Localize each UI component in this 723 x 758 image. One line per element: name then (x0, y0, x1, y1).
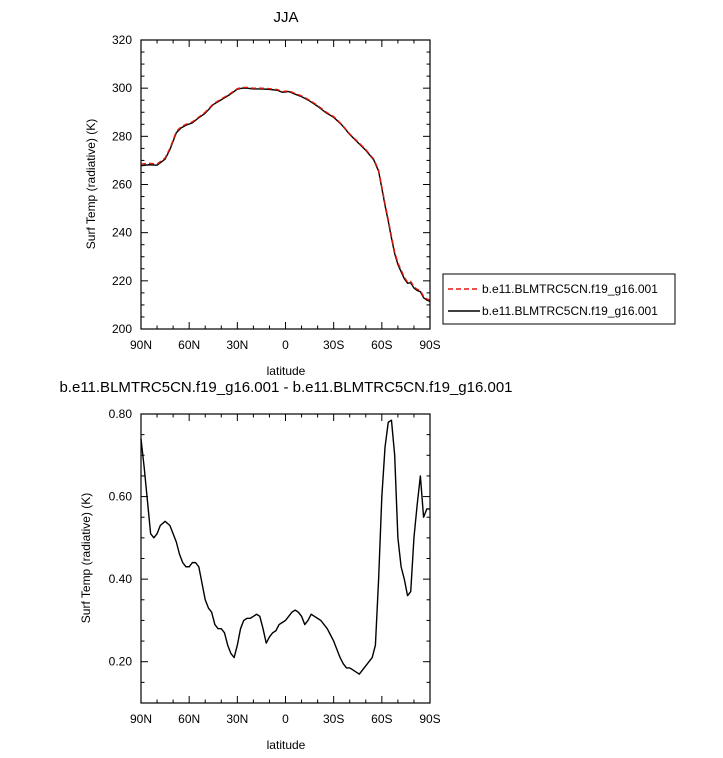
x-tick-label: 60N (178, 338, 200, 352)
top-y-axis-label: Surf Temp (radiative) (K) (84, 119, 98, 249)
x-tick-label: 30N (226, 338, 248, 352)
series-line-1 (140, 86, 431, 301)
top-panel: JJA 90N 60N 30N 0 30S 60S 90S 200 220 240 260 280 30… (84, 9, 441, 378)
bottom-panel: b.e11.BLMTRC5CN.f19_g16.001 - b.e11.BLMT… (59, 379, 512, 752)
top-x-axis-label: latitude (267, 364, 306, 378)
series-line-1 (140, 419, 430, 675)
x-tick-label: 60S (371, 712, 392, 726)
x-tick-label: 30S (323, 338, 344, 352)
y-tick-label: 220 (112, 274, 132, 288)
legend-entry-1: b.e11.BLMTRC5CN.f19_g16.001 (482, 282, 658, 296)
bottom-x-axis-label: latitude (267, 738, 306, 752)
x-tick-label: 90N (130, 338, 152, 352)
legend-entry-2: b.e11.BLMTRC5CN.f19_g16.001 (482, 304, 658, 318)
series-line-2 (140, 87, 431, 302)
top-chart-title: JJA (273, 9, 298, 26)
y-tick-label: 0.80 (109, 407, 133, 421)
top-plot-frame (140, 39, 431, 330)
x-tick-label: 30S (323, 712, 344, 726)
bottom-chart-title: b.e11.BLMTRC5CN.f19_g16.001 - b.e11.BLMT… (59, 379, 512, 396)
y-tick-label: 280 (112, 129, 132, 143)
legend: b.e11.BLMTRC5CN.f19_g16.001 b.e11.BLMTRC… (442, 273, 676, 325)
x-tick-label: 0 (282, 338, 289, 352)
y-tick-label: 240 (112, 226, 132, 240)
x-tick-label: 60S (371, 338, 392, 352)
bottom-y-axis-label: Surf Temp (radiative) (K) (79, 493, 93, 623)
legend-box (442, 273, 676, 325)
y-tick-label: 300 (112, 81, 132, 95)
y-tick-label: 260 (112, 178, 132, 192)
y-tick-label: 200 (112, 322, 132, 336)
x-tick-label: 90S (419, 712, 440, 726)
y-tick-label: 0.20 (109, 655, 133, 669)
y-tick-label: 320 (112, 33, 132, 47)
y-tick-label: 0.40 (109, 572, 133, 586)
x-tick-label: 90N (130, 712, 152, 726)
x-tick-label: 60N (178, 712, 200, 726)
bottom-plot-frame (140, 413, 431, 704)
x-tick-label: 0 (282, 712, 289, 726)
x-tick-label: 30N (226, 712, 248, 726)
x-tick-label: 90S (419, 338, 440, 352)
y-tick-label: 0.60 (109, 490, 133, 504)
